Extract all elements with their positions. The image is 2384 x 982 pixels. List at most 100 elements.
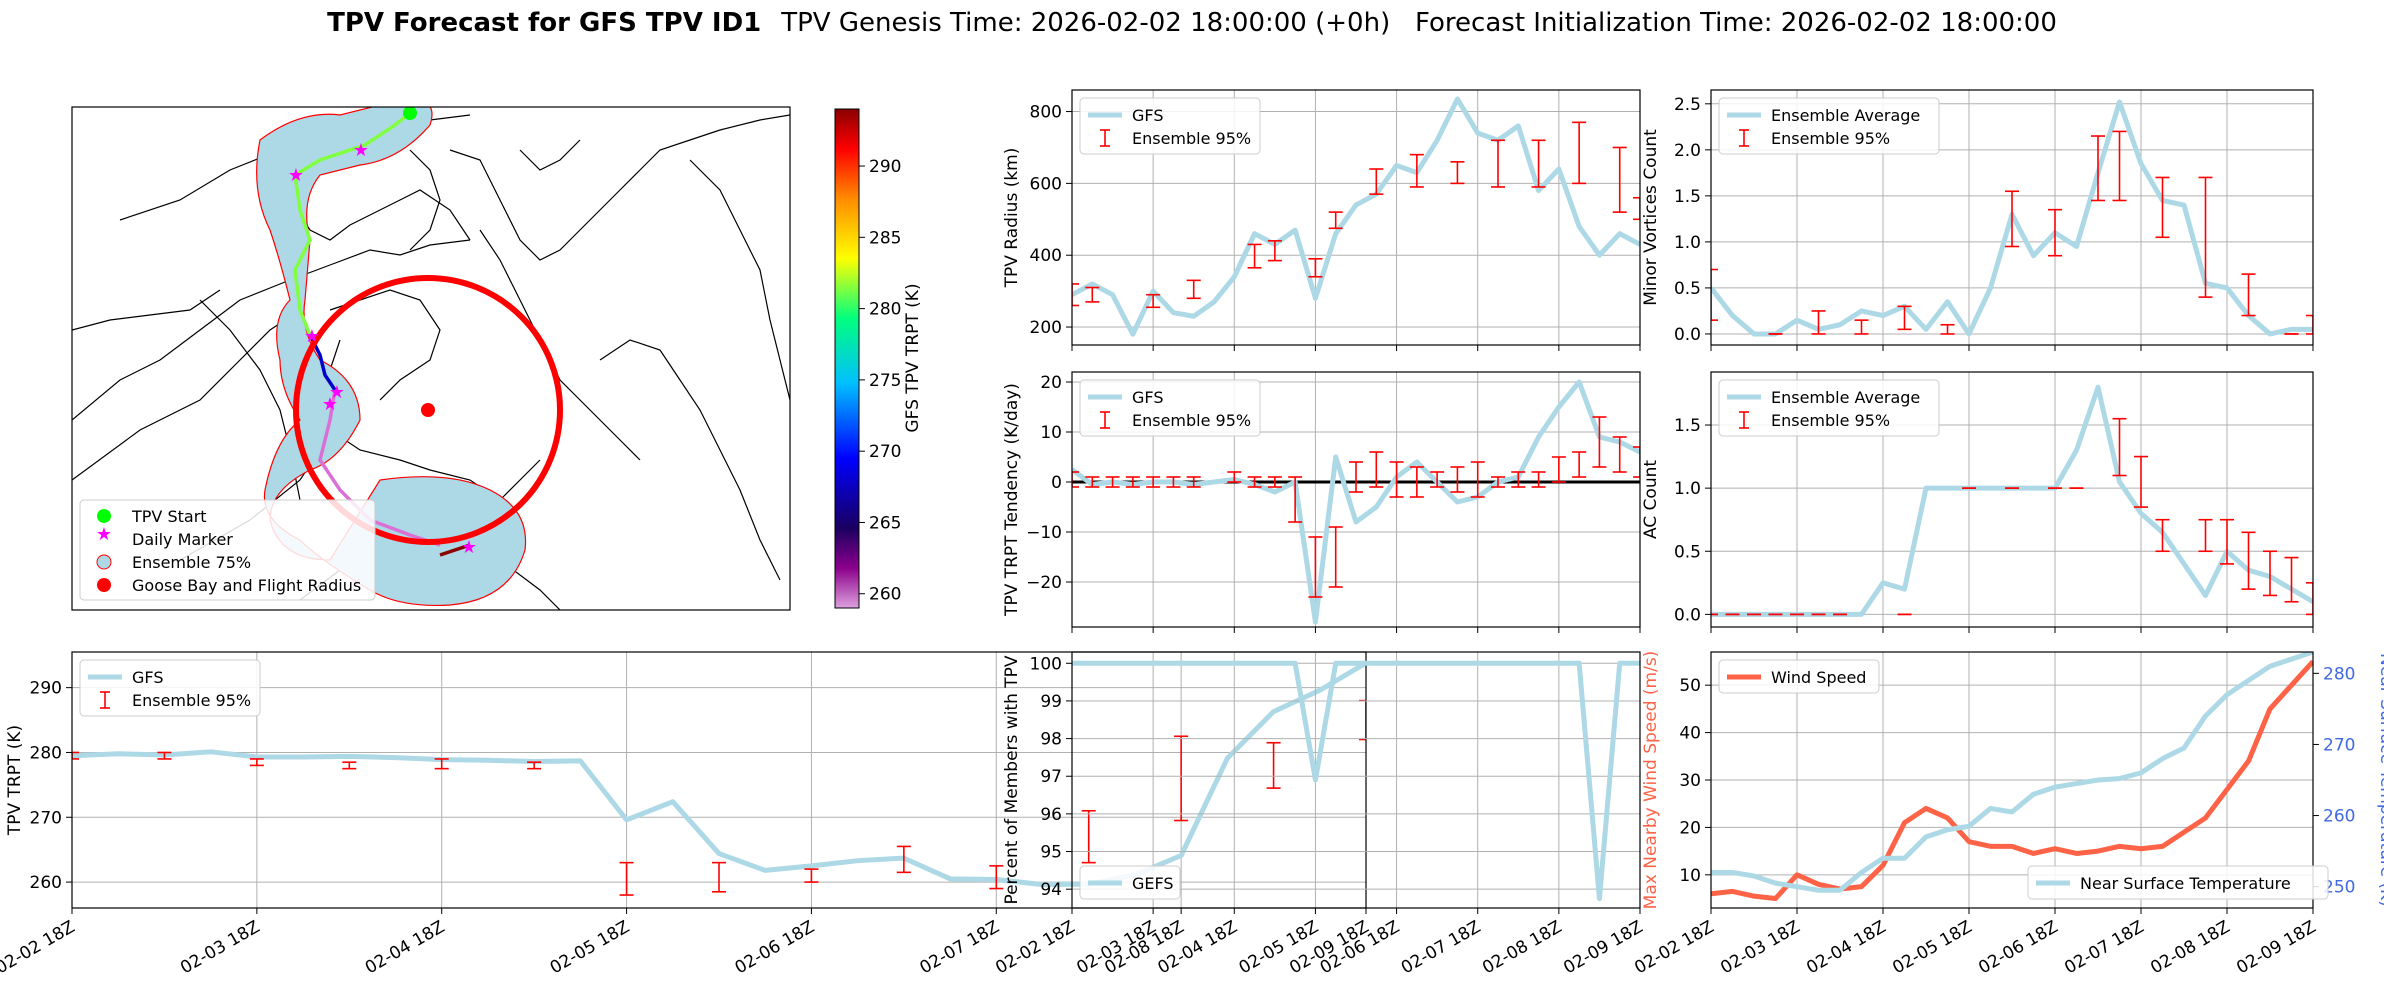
- error-bar: [1085, 476, 1100, 488]
- error-bar: [1328, 211, 1343, 230]
- y-axis-label: Minor Vortices Count: [1641, 129, 1661, 306]
- error-bar: [1612, 436, 1627, 473]
- y-tick-label: 100: [1030, 654, 1062, 674]
- error-bar: [1166, 476, 1181, 488]
- error-bar: [2241, 531, 2256, 590]
- y-tick-label: 30: [1679, 771, 1701, 791]
- y-tick-label: 10: [1679, 866, 1701, 886]
- error-bar: [527, 761, 542, 770]
- plot-area: [1711, 652, 2313, 902]
- error-bar: [1247, 243, 1262, 269]
- legend: GFS Ensemble 95%: [79, 659, 261, 717]
- error-bar: [1072, 283, 1079, 307]
- error-bar: [2198, 518, 2213, 553]
- error-bar: [2306, 582, 2313, 616]
- x-tick-label: 02-07 18Z: [1398, 917, 1484, 978]
- error-bar: [2306, 314, 2313, 335]
- y-tick-label: 50: [1679, 676, 1701, 696]
- plot-area: [1072, 379, 1640, 625]
- error-bar: [1105, 476, 1120, 488]
- legend-label: Ensemble 95%: [1132, 129, 1251, 148]
- error-bar: [1081, 809, 1096, 864]
- error-bar: [1711, 268, 1718, 321]
- legend-box: [2027, 865, 2329, 900]
- plot-area: [1072, 660, 1640, 902]
- title-rest: TPV Genesis Time: 2026-02-02 18:00:00 (+…: [780, 8, 2057, 38]
- daily-marker: ★: [288, 165, 304, 186]
- figure-title: TPV Forecast for GFS TPV ID1 TPV Genesis …: [327, 8, 2057, 38]
- y-axis-label: TPV Radius (km): [1002, 148, 1022, 289]
- axes-frame: [1071, 651, 1641, 909]
- legend: Ensemble Average Ensemble 95%: [1718, 379, 1940, 437]
- y-tick-label: 800: [1030, 103, 1062, 123]
- legend-label: Ensemble Average: [1771, 106, 1920, 125]
- legend-label: GFS: [132, 668, 163, 687]
- tpv-track-early: [293, 111, 412, 336]
- y-tick-label: 95: [1040, 843, 1062, 863]
- legend-box: [1718, 379, 1940, 437]
- x-tick-label: 02-08 18Z: [1479, 917, 1565, 978]
- legend: Ensemble Average Ensemble 95%: [1718, 97, 1940, 155]
- y-tick-label: 99: [1040, 692, 1062, 712]
- plot-area: [72, 660, 1366, 896]
- chart-percent: 100 99 98 97 96 95 94 Percent of Members with T…: [992, 651, 1647, 978]
- series-line: [1711, 659, 2313, 902]
- error-bar: [1072, 471, 1079, 488]
- legend-label: Ensemble Average: [1771, 388, 1920, 407]
- legend-box: [1079, 379, 1261, 437]
- error-bar: [1085, 286, 1100, 303]
- axes-frame: [1710, 371, 2314, 628]
- y-right-tick-label: 250: [2323, 878, 2355, 898]
- error-bar: [1288, 476, 1303, 523]
- x-tick-label: 02-09 18Z: [2233, 917, 2319, 978]
- x-tick-label: 02-02 18Z: [0, 917, 79, 978]
- y-tick-label: 20: [1679, 818, 1701, 838]
- series-line: [1072, 379, 1640, 625]
- y-axis-label: AC Count: [1641, 460, 1661, 539]
- colorbar-tick-label: 285: [869, 228, 901, 248]
- error-bar: [2284, 556, 2299, 603]
- chart-radius: 200 400 600 800 TPV Radius (km) GFS Ensemble 9…: [1002, 89, 1641, 351]
- error-bar: [1572, 451, 1587, 478]
- ensemble-75-swath: [256, 107, 527, 606]
- y-tick-label: −20: [1026, 573, 1062, 593]
- x-tick-label: 02-02 18Z: [1631, 917, 1717, 978]
- y-tick-label: 0.5: [1674, 279, 1701, 299]
- x-tick-label: 02-08 18Z: [2147, 917, 2233, 978]
- error-bar: [2155, 518, 2170, 553]
- legend-label: Ensemble 95%: [1132, 411, 1251, 430]
- map-legend-item: Ensemble 75%: [132, 553, 251, 572]
- tpv-start-marker: [403, 107, 417, 120]
- y-right-tick-label: 270: [2323, 735, 2355, 755]
- legend-swatch: [1739, 411, 1749, 429]
- y-right-axis-label: Near Surface Temperature (K): [2376, 653, 2384, 907]
- title-bold: TPV Forecast for GFS TPV ID1: [327, 8, 761, 38]
- error-bar: [2048, 208, 2062, 257]
- colorbar-tick-label: 290: [869, 157, 901, 177]
- error-bar: [342, 761, 357, 770]
- colorbar-tick-label: 265: [869, 513, 901, 533]
- error-bar: [2155, 176, 2170, 239]
- y-tick-label: 96: [1040, 805, 1062, 825]
- y-tick-label: 1.0: [1674, 233, 1701, 253]
- error-bar: [1531, 471, 1546, 488]
- axes-frame: [71, 651, 1367, 909]
- error-bar: [2112, 130, 2127, 202]
- error-bar: [1409, 466, 1424, 498]
- error-bar: [1633, 446, 1640, 478]
- colorbar-label: GFS TPV TRPT (K): [903, 283, 923, 432]
- error-bar: [1897, 305, 1912, 331]
- daily-marker: ★: [304, 326, 320, 347]
- goose-bay-marker: [421, 403, 435, 417]
- y-right-tick-label: 260: [2323, 807, 2355, 827]
- error-bar: [2091, 135, 2105, 202]
- error-bar: [712, 861, 726, 893]
- axes-frame: [1071, 89, 1641, 346]
- error-bar: [249, 758, 264, 767]
- error-bar: [1125, 476, 1140, 488]
- flight-radius-circle: [293, 275, 563, 545]
- error-bar: [1430, 471, 1445, 488]
- tpv-track-late: [439, 543, 471, 557]
